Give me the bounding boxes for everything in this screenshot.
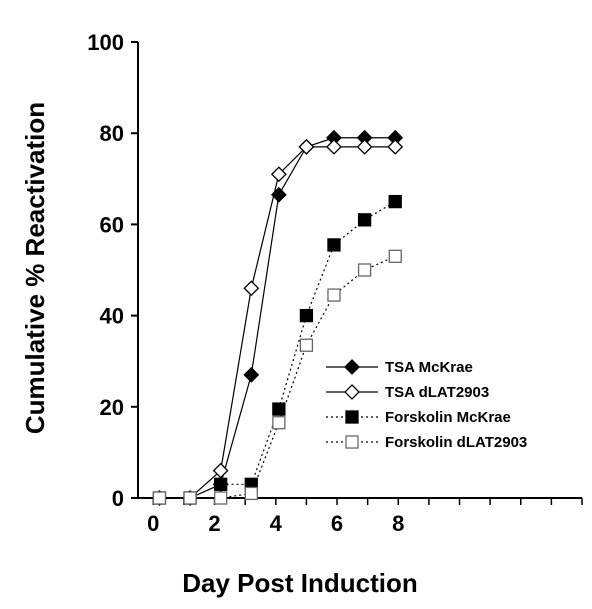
data-point [244, 486, 258, 501]
y-tick-label: 20 [100, 395, 124, 420]
data-point [326, 138, 342, 155]
series-line [159, 255, 396, 499]
y-tick-label: 40 [100, 304, 124, 329]
legend-entry: Forskolin dLAT2903 [326, 434, 527, 451]
data-point [272, 416, 286, 430]
data-point [298, 138, 315, 155]
legend-label: TSA dLAT2903 [385, 384, 489, 401]
data-point [388, 249, 402, 263]
series-3 [152, 249, 402, 505]
legend-label: Forskolin McKrae [385, 409, 511, 426]
data-point [243, 366, 260, 383]
data-point [356, 138, 373, 155]
legend-entry: TSA McKrae [326, 359, 473, 376]
legend: TSA McKrae TSA dLAT2903 Forskolin McKrae Fo… [326, 359, 527, 451]
axes: 0 20 40 60 80 100 0 2 4 6 8 [87, 30, 583, 536]
y-tick-label: 80 [100, 121, 124, 146]
legend-marker [345, 410, 359, 424]
series-2 [152, 194, 402, 505]
legend-marker [345, 435, 359, 449]
x-axis-label: Day Post Induction [182, 568, 417, 598]
data-point [327, 238, 341, 252]
series-line [159, 201, 396, 499]
data-point [272, 402, 286, 416]
data-point [387, 138, 404, 155]
x-tick-label: 0 [147, 511, 159, 536]
legend-marker [344, 359, 360, 375]
x-tick-label: 4 [270, 511, 283, 536]
legend-entry: Forskolin McKrae [326, 409, 511, 426]
x-tick-label: 8 [392, 511, 404, 536]
legend-entry: TSA dLAT2903 [326, 384, 489, 401]
y-axis-label: Cumulative % Reactivation [20, 102, 50, 434]
series-layer [151, 129, 404, 506]
legend-marker [344, 384, 360, 400]
y-tick-label: 100 [87, 30, 124, 55]
data-point [243, 280, 260, 297]
x-tick-label: 6 [331, 511, 343, 536]
data-point [357, 213, 372, 227]
y-tick-label: 60 [100, 212, 124, 237]
data-point [327, 288, 341, 302]
legend-label: Forskolin dLAT2903 [385, 434, 527, 451]
data-point [152, 491, 167, 505]
data-point [388, 194, 402, 209]
data-point [212, 462, 229, 479]
data-point [214, 491, 228, 505]
data-point [357, 263, 372, 277]
data-point [299, 308, 314, 323]
series-0 [151, 129, 404, 506]
data-point [214, 477, 228, 491]
data-point [299, 338, 314, 352]
legend-label: TSA McKrae [385, 359, 473, 376]
x-tick-label: 2 [208, 511, 220, 536]
y-tick-label: 0 [112, 486, 124, 511]
data-point [183, 491, 197, 505]
data-point [270, 166, 287, 183]
